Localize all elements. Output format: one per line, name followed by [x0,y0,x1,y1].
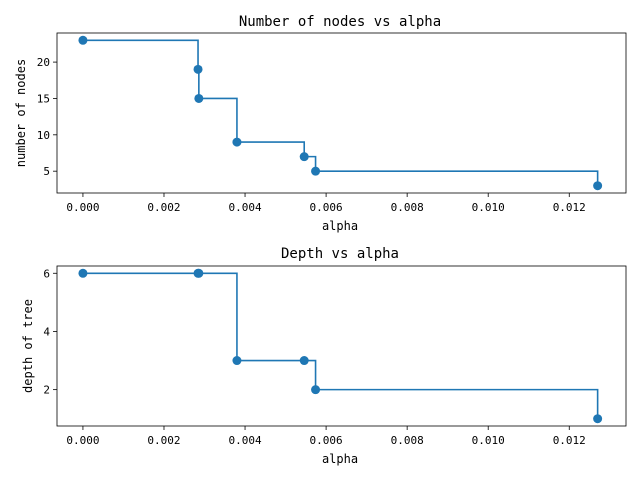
chart-nodes-x-tick-label: 0.012 [553,201,586,214]
chart-nodes-y-tick-label: 20 [37,56,50,69]
chart-nodes-x-label: alpha [322,219,358,233]
chart-depth-point [78,268,88,278]
chart-depth-y-tick-label: 2 [43,384,50,397]
chart-depth: Depth vs alpha 0.000 0.002 0.004 0.006 0.008… [21,246,627,466]
chart-depth-y-tick-label: 6 [43,267,50,280]
chart-depth-point [311,385,321,395]
chart-nodes-y-ticks: 5 10 15 20 [37,56,57,178]
chart-depth-x-tick-label: 0.004 [228,434,261,447]
chart-nodes-series-line [82,39,599,186]
chart-depth-plot-area [56,265,627,427]
chart-depth-y-label: depth of tree [21,299,35,393]
chart-nodes-x-tick-label: 0.000 [66,201,99,214]
chart-nodes-y-tick-label: 15 [37,92,50,105]
chart-depth-markers [78,268,603,424]
chart-nodes-point [593,181,603,191]
chart-nodes-y-tick-label: 5 [43,165,50,178]
chart-depth-point [299,356,309,366]
chart-nodes-point [299,152,309,162]
chart-nodes-point [311,166,321,176]
chart-nodes-y-tick-label: 10 [37,129,50,142]
chart-nodes-x-ticks: 0.000 0.002 0.004 0.006 0.008 0.010 0.012 [66,193,586,214]
chart-nodes-markers [78,35,603,191]
chart-depth-x-tick-label: 0.002 [147,434,180,447]
chart-nodes-point [78,35,88,45]
chart-depth-point [593,414,603,424]
chart-depth-x-tick-label: 0.006 [310,434,343,447]
chart-depth-y-tick-label: 4 [43,325,50,338]
chart-depth-y-ticks: 2 4 6 [43,267,57,397]
chart-depth-x-label: alpha [322,452,358,466]
chart-depth-x-tick-label: 0.000 [66,434,99,447]
chart-depth-x-tick-label: 0.010 [472,434,505,447]
chart-nodes-x-tick-label: 0.002 [147,201,180,214]
chart-nodes-point [193,64,203,74]
chart-nodes-x-tick-label: 0.008 [391,201,424,214]
chart-depth-point [194,268,204,278]
chart-nodes-x-tick-label: 0.010 [472,201,505,214]
chart-nodes-x-tick-label: 0.006 [310,201,343,214]
chart-depth-x-tick-label: 0.008 [391,434,424,447]
chart-nodes-y-label: number of nodes [14,59,28,167]
chart-nodes-point [194,93,204,103]
chart-depth-title: Depth vs alpha [281,246,399,262]
chart-depth-x-ticks: 0.000 0.002 0.004 0.006 0.008 0.010 0.012 [66,426,586,447]
chart-nodes-title: Number of nodes vs alpha [239,14,441,30]
chart-depth-x-tick-label: 0.012 [553,434,586,447]
chart-depth-series-line [82,272,599,419]
chart-nodes: Number of nodes vs alpha 0.000 0.002 0.004… [14,14,627,233]
chart-depth-point [232,356,242,366]
chart-nodes-point [232,137,242,147]
chart-nodes-x-tick-label: 0.004 [228,201,261,214]
chart-nodes-plot-area [56,32,627,194]
